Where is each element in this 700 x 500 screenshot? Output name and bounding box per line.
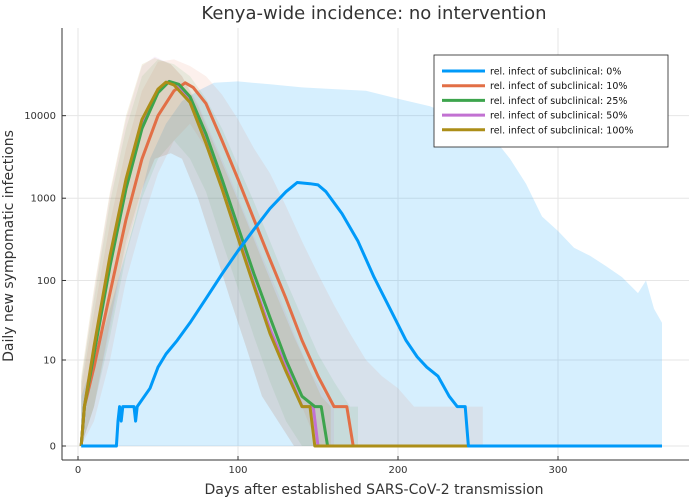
- legend-label: rel. infect of subclinical: 50%: [490, 111, 627, 122]
- legend: rel. infect of subclinical: 0% rel. infec…: [433, 54, 669, 148]
- y-tick-label: 10000: [24, 111, 56, 122]
- y-axis-title: Daily new sympomatic infections: [1, 130, 17, 362]
- line-series-2: [79, 79, 662, 448]
- y-tick-label: 100: [37, 276, 56, 287]
- y-tick-label: 1000: [31, 194, 56, 205]
- band-series-0: [81, 81, 662, 447]
- legend-label: rel. infect of subclinical: 25%: [490, 96, 627, 107]
- chart-title: Kenya-wide incidence: no intervention: [201, 3, 546, 24]
- x-tick-label: 100: [228, 465, 247, 476]
- x-tick-label: 300: [548, 465, 567, 476]
- line-series-4: [79, 80, 662, 448]
- legend-label: rel. infect of subclinical: 0%: [490, 67, 621, 78]
- series-lines: [79, 79, 662, 448]
- x-tick-label: 0: [75, 465, 81, 476]
- x-tick-label: 200: [388, 465, 407, 476]
- y-tick-label: 10: [43, 356, 56, 367]
- line-series-0: [81, 181, 662, 448]
- ticks: 0 100 200 300 0 10 100 1000 10000: [24, 111, 567, 476]
- axes: [61, 28, 689, 461]
- band-series-2: [81, 59, 358, 447]
- y-tick-label: 0: [50, 442, 56, 453]
- legend-label: rel. infect of subclinical: 100%: [490, 125, 633, 136]
- legend-label: rel. infect of subclinical: 10%: [490, 81, 627, 92]
- x-axis-title: Days after established SARS-CoV-2 transm…: [204, 482, 543, 498]
- line-series-1: [79, 81, 662, 448]
- band-series-1: [81, 59, 483, 447]
